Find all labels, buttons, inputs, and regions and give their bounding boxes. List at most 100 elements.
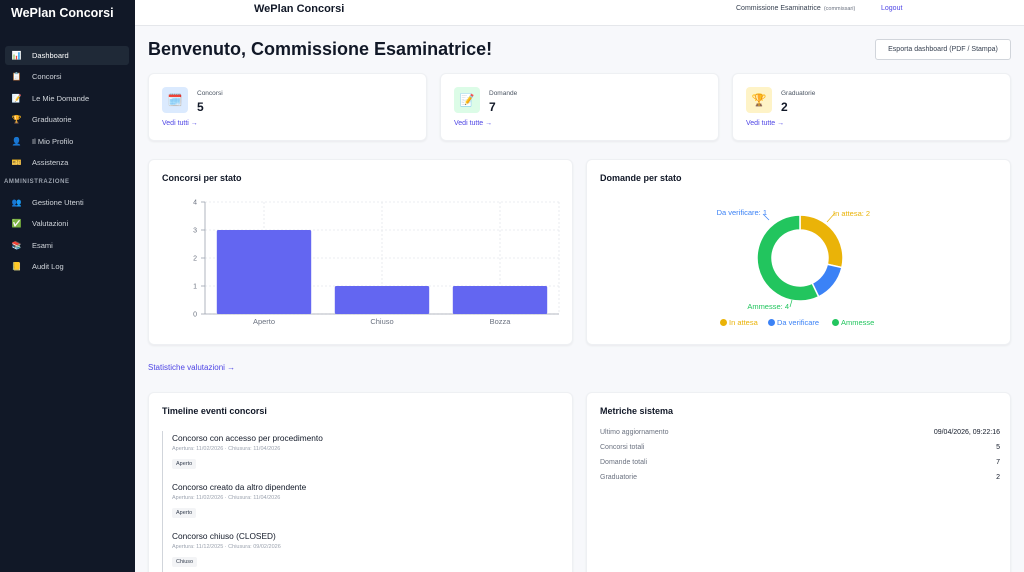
sidebar-item-le-mie-domande[interactable]: 📝 Le Mie Domande [5,89,129,108]
sidebar: WePlan Concorsi 📊 Dashboard 📋 Concorsi 📝… [0,0,135,572]
sidebar-brand: WePlan Concorsi [11,6,114,20]
view-all-domande-link[interactable]: Vedi tutte → [454,120,493,127]
metrics-table: Ultimo aggiornamento 09/04/2026, 09:22:1… [600,429,1000,489]
sidebar-item-profilo[interactable]: 👤 Il Mio Profilo [5,132,129,151]
svg-text:In attesa: 2: In attesa: 2 [833,209,870,218]
sidebar-item-label: Audit Log [32,262,64,272]
bar-chart-icon: 📊 [11,51,22,60]
svg-text:Da verificare: Da verificare [777,318,819,327]
sidebar-item-label: Le Mie Domande [32,93,90,103]
topbar: WePlan Concorsi Commissione Esaminatrice… [135,0,1024,26]
metric-value: 7 [996,459,1000,466]
sidebar-item-audit-log[interactable]: 📒 Audit Log [5,257,129,276]
metric-value: 2 [996,474,1000,481]
stat-label: Graduatorie [781,90,816,97]
stat-card-domande: 📝 Domande 7 Vedi tutte → [440,73,719,141]
current-user: Commissione Esaminatrice (commissari) [736,5,855,12]
svg-text:Chiuso: Chiuso [370,317,393,326]
timeline-item: Concorso chiuso (CLOSED) Apertura: 11/12… [163,529,542,572]
metric-row: Domande totali 7 [600,459,1000,474]
status-badge: Aperto [172,508,197,518]
svg-text:In attesa: In attesa [729,318,759,327]
page-title: Benvenuto, Commissione Esaminatrice! [148,39,493,59]
svg-text:1: 1 [193,284,197,291]
trophy-icon: 🏆 [746,87,772,113]
timeline-item: Concorso con accesso per procedimento Ap… [163,431,542,480]
memo-icon: 📝 [11,93,22,103]
svg-text:Bozza: Bozza [490,317,512,326]
svg-text:Ammesse: 4: Ammesse: 4 [747,302,789,311]
donut-chart: In attesa: 2 Da verificare: 1 Ammesse: 4 In… [717,208,875,327]
sidebar-item-gestione-utenti[interactable]: 👥 Gestione Utenti [5,193,129,212]
svg-text:Ammesse: Ammesse [841,318,874,327]
sidebar-item-valutazioni[interactable]: ✅ Valutazioni [5,214,129,233]
metric-label: Domande totali [600,459,648,466]
user-role: (commissari) [823,6,856,12]
sidebar-item-label: Il Mio Profilo [32,136,74,146]
user-name: Commissione Esaminatrice [736,5,821,12]
status-badge: Chiuso [172,557,198,567]
metric-label: Ultimo aggiornamento [600,429,669,436]
status-badge: Aperto [172,459,197,469]
metric-row: Ultimo aggiornamento 09/04/2026, 09:22:1… [600,429,1000,444]
svg-text:0: 0 [193,312,197,319]
view-all-graduatorie-link[interactable]: Vedi tutte → [746,120,785,127]
timeline-item: Concorso creato da altro dipendente Aper… [163,480,542,529]
metric-row: Graduatorie 2 [600,474,1000,489]
export-dashboard-button[interactable]: Esporta dashboard (PDF / Stampa) [875,39,1011,60]
timeline-item-title: Concorso con accesso per procedimento [172,433,323,443]
sidebar-item-label: Esami [32,240,53,250]
timeline-list: Concorso con accesso per procedimento Ap… [162,431,542,572]
sidebar-item-label: Graduatorie [32,115,72,125]
timeline-card: Timeline eventi concorsi Concorso con ac… [148,392,573,572]
sidebar-item-label: Dashboard [32,51,69,60]
users-icon: 👥 [11,197,22,207]
books-icon: 📚 [11,240,22,250]
metrics-title: Metriche sistema [600,406,674,416]
metric-value: 09/04/2026, 09:22:16 [933,429,1000,436]
clipboard-icon: 📋 [11,72,22,82]
sidebar-item-esami[interactable]: 📚 Esami [5,236,129,255]
ticket-icon: 🎫 [11,157,22,167]
trophy-icon: 🏆 [11,115,22,125]
metric-label: Graduatorie [600,474,637,481]
stat-label: Concorsi [197,90,223,97]
logout-link[interactable]: Logout [881,5,903,12]
svg-text:2: 2 [193,256,197,263]
metric-row: Concorsi totali 5 [600,444,1000,459]
timeline-item-dates: Apertura: 11/12/2025 · Chiusura: 09/02/2… [172,544,281,550]
sidebar-item-concorsi[interactable]: 📋 Concorsi [5,67,129,86]
checkmark-icon: ✅ [11,219,22,229]
sidebar-item-label: Assistenza [32,157,69,167]
sidebar-item-graduatorie[interactable]: 🏆 Graduatorie [5,110,129,129]
svg-text:3: 3 [193,228,197,235]
timeline-item-dates: Apertura: 11/02/2026 · Chiusura: 11/04/2… [172,495,281,501]
sidebar-item-dashboard[interactable]: 📊 Dashboard [5,46,129,65]
sidebar-item-assistenza[interactable]: 🎫 Assistenza [5,153,129,172]
concorsi-per-stato-card: Concorsi per stato 0 1 2 3 4 Aperto Chiuso Bozz… [148,159,573,345]
timeline-title: Timeline eventi concorsi [162,406,267,416]
timeline-item-dates: Apertura: 11/02/2026 · Chiusura: 11/04/2… [172,446,281,452]
pencil-icon: 📝 [454,87,480,113]
metriche-sistema-card: Metriche sistema Ultimo aggiornamento 09… [586,392,1011,572]
sidebar-nav: 📊 Dashboard 📋 Concorsi 📝 Le Mie Domande … [4,46,129,279]
bar-chart: 0 1 2 3 4 Aperto Chiuso Bozza [193,200,560,326]
stat-card-graduatorie: 🏆 Graduatorie 2 Vedi tutte → [732,73,1011,141]
svg-text:Da verificare: 1: Da verificare: 1 [717,208,767,217]
statistiche-valutazioni-link[interactable]: Statistiche valutazioni → [148,363,236,372]
stat-value: 7 [489,100,496,114]
stat-label: Domande [489,90,518,97]
timeline-item-title: Concorso creato da altro dipendente [172,482,307,492]
ledger-icon: 📒 [11,262,22,272]
stat-value: 2 [781,100,788,114]
sidebar-item-label: Valutazioni [32,219,69,229]
metric-value: 5 [996,444,1000,451]
chart-title: Concorsi per stato [162,173,242,183]
view-all-concorsi-link[interactable]: Vedi tutti → [162,120,198,127]
user-icon: 👤 [11,136,22,146]
sidebar-item-label: Gestione Utenti [32,197,84,207]
topbar-title: WePlan Concorsi [254,3,345,15]
calendar-icon: 🗓️ [162,87,188,113]
svg-text:Aperto: Aperto [253,317,275,326]
metric-label: Concorsi totali [600,444,645,451]
